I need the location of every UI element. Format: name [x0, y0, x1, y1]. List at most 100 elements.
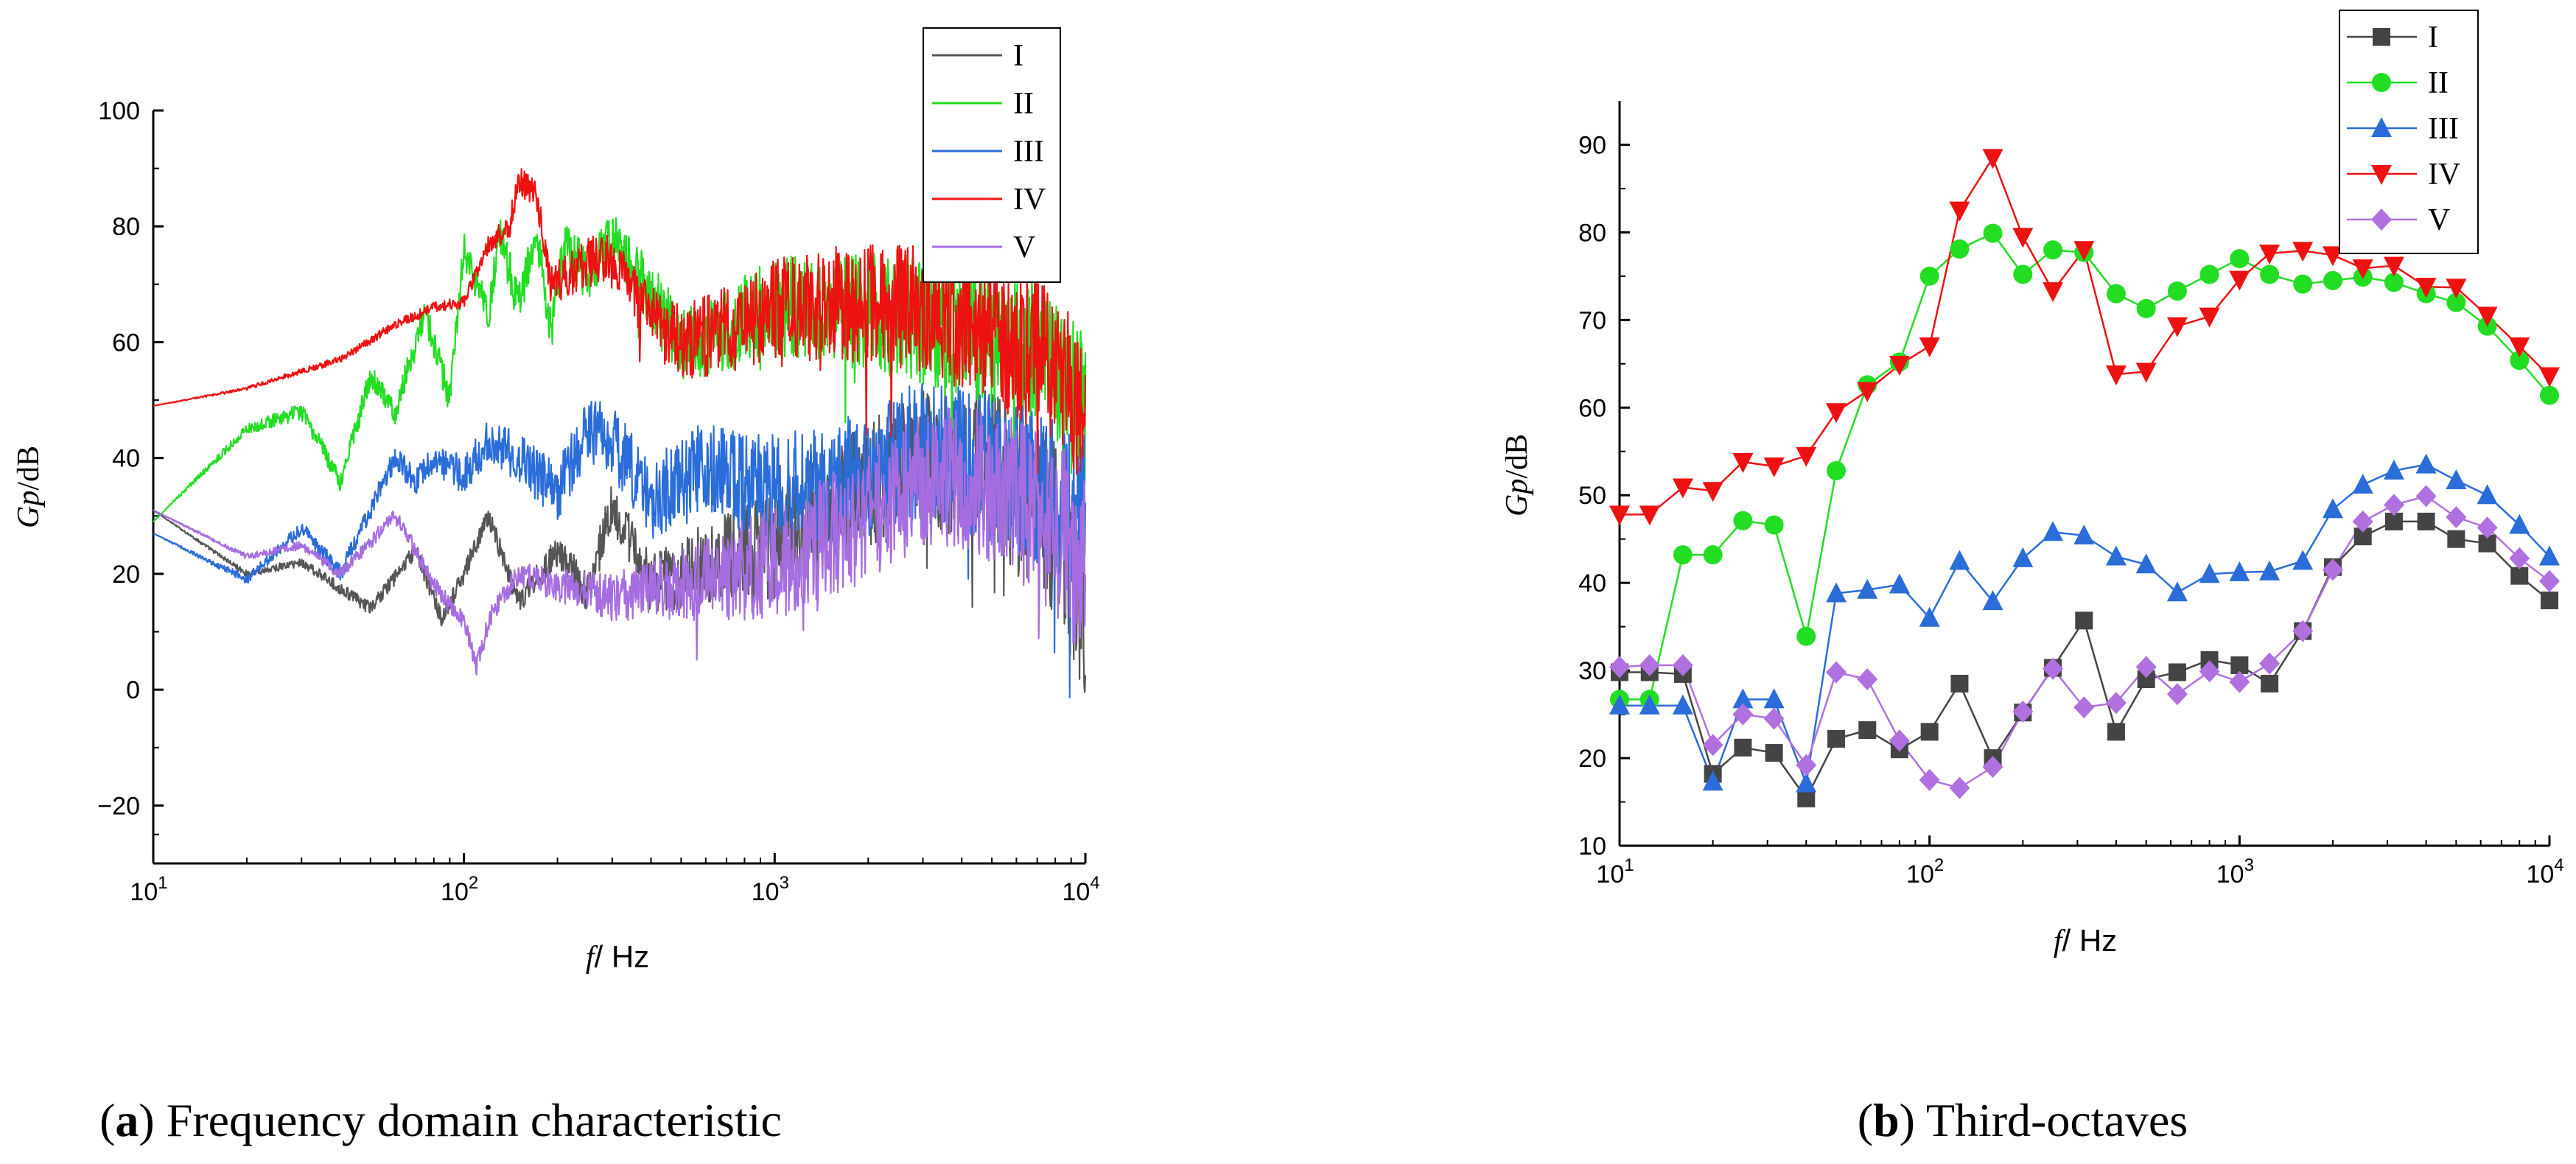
chart-b-point-IV — [2477, 306, 2498, 327]
chart-b-point-III — [2166, 581, 2188, 602]
chart-a-xtick-label: 103 — [752, 873, 789, 906]
chart-a-legend-label-I: I — [1013, 39, 1023, 73]
chart-b-legend-label-IV: IV — [2428, 158, 2460, 192]
chart-b-point-V — [1796, 754, 1817, 776]
chart-b-point-III — [2509, 513, 2530, 534]
chart-b-xtick-label: 102 — [1906, 855, 1944, 888]
chart-a-xtick-label: 104 — [1062, 873, 1099, 906]
chart-b-point-V — [2073, 696, 2095, 719]
chart-b-legend-label-II: II — [2428, 66, 2449, 100]
chart-b-point-III — [1639, 694, 1660, 715]
chart-a-ylabel: Gp/dB — [12, 446, 46, 528]
caption-a: (a) Frequency domain characteristic — [99, 1094, 782, 1146]
chart-b-point-IV — [2166, 317, 2188, 337]
chart-a-legend-label-IV: IV — [1013, 183, 1046, 217]
chart-b-point-III — [2539, 545, 2560, 566]
chart-a-series-III — [153, 382, 1087, 698]
chart-b-xlabel: f/ Hz — [2054, 923, 2117, 958]
chart-b-third-octaves: 10 20 30 40 50 60 70 80 90 101 102 103 104 f/ Hz Gp/dB… — [1500, 10, 2564, 958]
chart-a-legend-box — [923, 27, 1061, 283]
chart-b-point-II — [2136, 298, 2156, 318]
chart-b-point-III — [1609, 694, 1630, 715]
chart-b-point-IV — [1919, 337, 1940, 358]
chart-b-point-I — [1797, 789, 1816, 807]
chart-b-point-II — [2013, 264, 2033, 284]
chart-b-point-IV — [1639, 505, 1660, 526]
chart-b-point-IV — [2105, 365, 2127, 386]
chart-b-ytick-label: 60 — [1578, 394, 1606, 422]
chart-b-point-III — [1889, 573, 1910, 594]
chart-b-ytick-label: 30 — [1578, 657, 1606, 685]
chart-b-point-V — [1763, 707, 1785, 730]
chart-b-point-III — [1672, 694, 1693, 715]
chart-b-xtick-label: 104 — [2526, 855, 2563, 888]
chart-b-ytick-label: 10 — [1578, 832, 1606, 860]
chart-b-point-I — [2447, 530, 2465, 548]
chart-b-point-III — [2229, 561, 2250, 581]
chart-b-point-I — [2417, 512, 2435, 530]
chart-b-point-II — [2446, 292, 2466, 312]
chart-b-point-IV — [2415, 278, 2437, 298]
chart-b-legend-label-I: I — [2428, 21, 2438, 55]
chart-b-point-V — [1609, 656, 1630, 679]
chart-b-ytick-label: 20 — [1578, 745, 1606, 773]
chart-b-legend-marker-IV — [2371, 165, 2392, 185]
chart-b-point-II — [1827, 460, 1847, 480]
chart-b-point-V — [1639, 653, 1660, 676]
chart-b-point-I — [1734, 738, 1752, 757]
chart-b-point-V — [2292, 620, 2314, 642]
chart-b-point-V — [1949, 776, 1970, 799]
chart-b-point-IV — [1609, 505, 1630, 526]
chart-b-point-V — [2135, 656, 2157, 679]
chart-b-point-III — [2446, 469, 2467, 490]
chart-b-point-IV — [1763, 457, 1785, 477]
chart-b-point-IV — [2509, 337, 2530, 358]
chart-a-ytick-label: 60 — [112, 329, 140, 357]
caption-a-text: Frequency domain characteristic — [167, 1094, 782, 1146]
chart-b-legend-marker-I — [2373, 28, 2390, 46]
chart-b-legend-marker-III — [2371, 117, 2392, 137]
chart-b-point-II — [1919, 266, 1939, 286]
chart-a-xtick-label: 101 — [130, 873, 167, 906]
chart-b-point-III — [2259, 560, 2281, 581]
chart-b-point-IV — [1672, 478, 1693, 499]
chart-b-point-I — [1920, 723, 1939, 741]
chart-b-point-IV — [2383, 256, 2404, 277]
chart-b-point-IV — [1702, 482, 1723, 502]
chart-b-point-I — [2075, 611, 2093, 630]
chart-b-point-I — [2510, 567, 2529, 585]
chart-b-point-III — [2415, 453, 2437, 474]
chart-b-point-I — [1950, 674, 1969, 693]
chart-b-point-I — [2168, 663, 2186, 681]
chart-b-point-II — [1983, 223, 2003, 243]
chart-a-ytick-label: 40 — [112, 445, 140, 473]
chart-b-ytick-label: 40 — [1578, 569, 1606, 597]
chart-a-ytick-label: 0 — [126, 676, 140, 704]
chart-b-point-III — [2352, 473, 2373, 494]
chart-b-ytick-label: 90 — [1578, 131, 1606, 159]
chart-b-point-II — [1950, 239, 1970, 259]
chart-b-point-IV — [2322, 246, 2343, 267]
chart-b-point-IV — [2352, 259, 2373, 280]
chart-b-point-V — [2229, 670, 2250, 693]
chart-b-point-V — [1672, 653, 1693, 676]
chart-b-series-line-II — [1620, 232, 2550, 701]
chart-b-point-V — [1889, 729, 1910, 752]
chart-b-point-II — [2260, 264, 2280, 284]
chart-a-legend-label-V: V — [1013, 231, 1035, 264]
chart-b-point-V — [2383, 494, 2404, 516]
chart-b-point-III — [2383, 459, 2404, 480]
chart-b-point-IV — [2199, 307, 2220, 328]
chart-a-xlabel: f/ Hz — [586, 939, 649, 975]
chart-b-point-V — [2539, 569, 2560, 592]
chart-b-point-IV — [1857, 382, 1878, 402]
chart-b-point-II — [2510, 351, 2530, 371]
caption-a-label: a — [115, 1094, 139, 1146]
chart-b-legend-marker-V — [2371, 208, 2392, 231]
chart-b-point-IV — [2259, 244, 2281, 264]
chart-a-ytick-label: 100 — [98, 97, 140, 125]
chart-b-point-IV — [1732, 453, 1754, 474]
chart-b-point-V — [1732, 703, 1754, 726]
